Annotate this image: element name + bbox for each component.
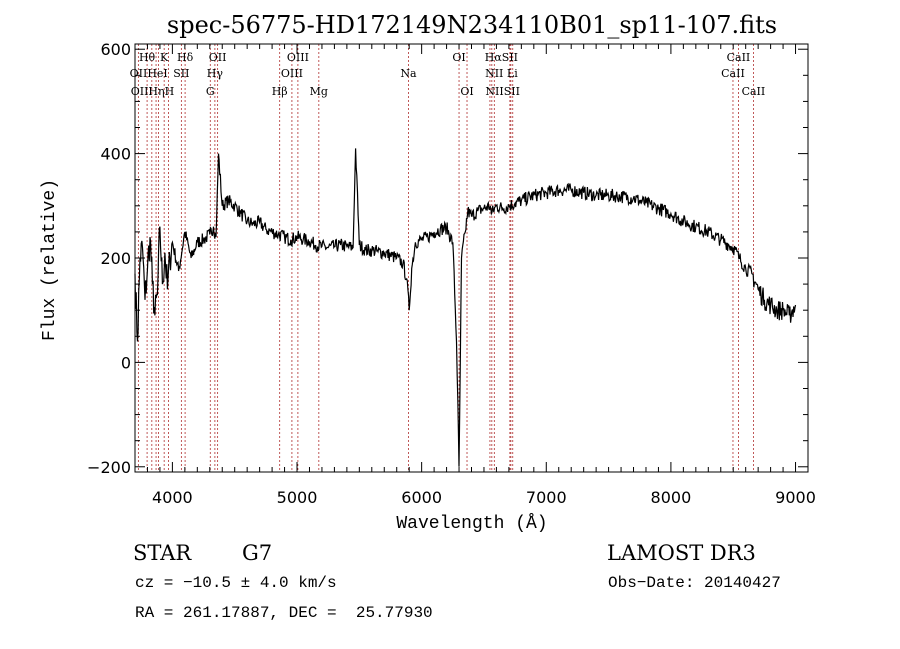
obs-date: Obs−Date: 20140427 [608, 574, 781, 592]
line-label: OIIHηH [131, 85, 174, 98]
line-label: OI [452, 51, 465, 64]
x-axis-label: Wavelength (Å) [396, 513, 547, 534]
redshift-readout: cz = −10.5 ± 4.0 km/s [135, 574, 337, 592]
line-label: Hδ [177, 51, 194, 64]
survey-name: LAMOST DR3 [607, 541, 756, 565]
line-label: Hγ [207, 67, 224, 80]
line-label: Na [400, 67, 417, 80]
line-label: G [206, 85, 215, 98]
y-tick-label: 400 [100, 145, 131, 164]
line-label: NII Li [485, 67, 518, 80]
x-axis-ticks: 4000 5000 6000 7000 8000 9000 [134, 44, 816, 507]
line-label: NIISII [485, 85, 520, 98]
line-label: CaII [742, 85, 766, 98]
line-label: CaII [727, 51, 751, 64]
x-tick-label: 6000 [401, 488, 442, 507]
line-label: K [160, 51, 169, 64]
line-label: SII [173, 67, 189, 80]
x-tick-label: 4000 [152, 488, 193, 507]
line-label: OI [460, 85, 473, 98]
x-tick-label: 9000 [775, 488, 816, 507]
line-label: Mg [310, 85, 328, 98]
y-axis-label: Flux (relative) [40, 179, 60, 341]
object-class: STAR [133, 541, 192, 565]
y-axis-ticks: −200 0 200 400 600 [87, 40, 808, 477]
line-markers [137, 44, 754, 472]
line-labels: Hθ K Hδ OII OIII OI HαSII CaII OIIHeI SII Hγ OIII Na… [130, 51, 766, 98]
line-label: OII [209, 51, 227, 64]
line-label: CaII [721, 67, 745, 80]
coordinates: RA = 261.17887, DEC = 25.77930 [135, 604, 433, 622]
line-label: OIII [287, 51, 309, 64]
y-tick-label: 0 [121, 353, 131, 372]
x-tick-label: 7000 [526, 488, 567, 507]
spectrum-line [134, 148, 797, 467]
line-label: OIII [281, 67, 303, 80]
x-tick-label: 8000 [651, 488, 692, 507]
line-label: HαSII [485, 51, 518, 64]
chart-title: spec-56775-HD172149N234110B01_sp11-107.f… [167, 11, 777, 39]
plot-frame [134, 43, 809, 473]
x-tick-label: 5000 [277, 488, 318, 507]
subclass: G7 [242, 541, 273, 565]
y-tick-label: 600 [100, 40, 131, 59]
y-tick-label: −200 [87, 458, 131, 477]
y-tick-label: 200 [100, 249, 131, 268]
line-label: Hβ [272, 85, 288, 98]
line-label: OIIHeI [130, 67, 168, 80]
line-label: Hθ [139, 51, 156, 64]
